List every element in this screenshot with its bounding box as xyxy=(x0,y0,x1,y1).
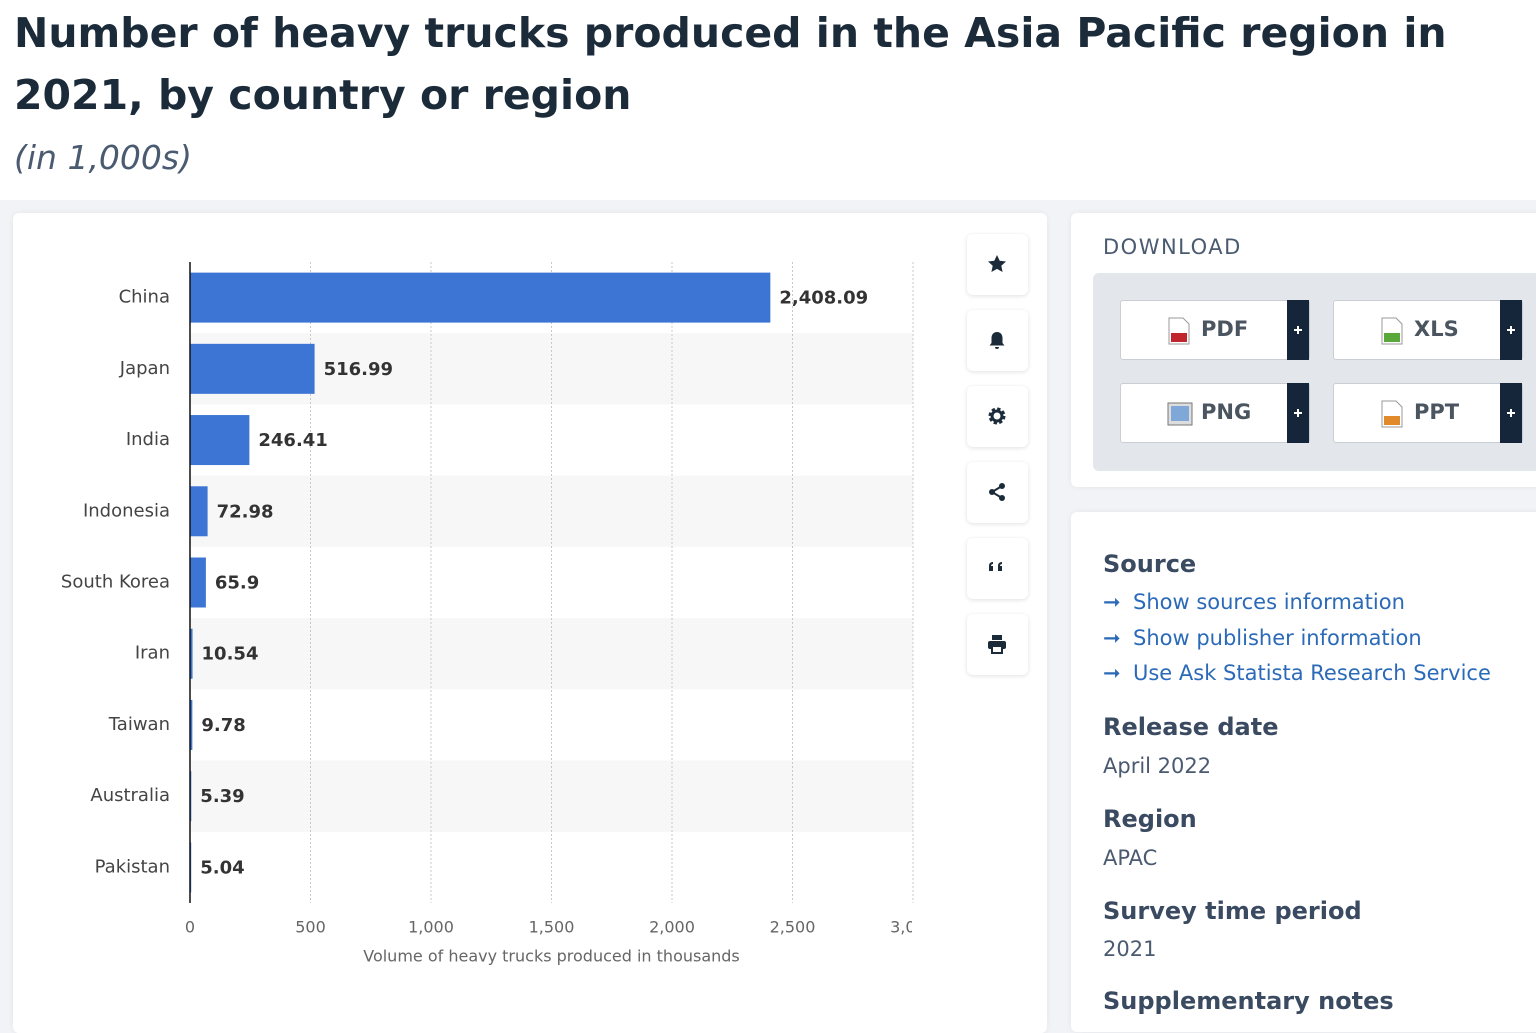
notes-heading: Supplementary notes xyxy=(1103,987,1394,1015)
y-tick-label: China xyxy=(119,287,170,308)
release-date: April 2022 xyxy=(1103,754,1212,778)
page-title: Number of heavy trucks produced in the A… xyxy=(14,9,1447,119)
x-tick-label: 0 xyxy=(185,918,195,937)
print-button[interactable] xyxy=(967,614,1028,675)
download-panel: DOWNLOAD PDF XLS PNG PPT xyxy=(1071,213,1536,487)
cite-button[interactable] xyxy=(967,538,1028,599)
value-label: 5.39 xyxy=(200,786,244,807)
button-label: PPT xyxy=(1414,400,1460,424)
value-label: 10.54 xyxy=(202,644,259,665)
plus-icon[interactable] xyxy=(1500,383,1522,443)
bar xyxy=(190,486,208,537)
download-button[interactable]: XLS xyxy=(1333,300,1523,360)
release-heading: Release date xyxy=(1103,713,1279,741)
x-tick-label: 2,500 xyxy=(770,918,816,937)
bar xyxy=(190,699,193,750)
y-tick-label: Taiwan xyxy=(108,714,170,735)
value-label: 2,408.09 xyxy=(779,288,868,309)
bar xyxy=(190,628,193,679)
button-label: XLS xyxy=(1414,317,1459,341)
png-icon xyxy=(1167,402,1193,426)
region-heading: Region xyxy=(1103,805,1197,833)
y-tick-label: Australia xyxy=(90,785,170,806)
pdf-icon xyxy=(1168,317,1190,345)
download-button[interactable]: PNG xyxy=(1120,383,1310,443)
ppt-icon xyxy=(1381,400,1403,428)
x-tick-label: 1,000 xyxy=(408,918,454,937)
plus-icon[interactable] xyxy=(1500,300,1522,360)
bar xyxy=(190,343,315,394)
x-tick-label: 1,500 xyxy=(529,918,575,937)
link-text[interactable]: Show publisher information xyxy=(1133,626,1422,650)
region: APAC xyxy=(1103,846,1158,870)
details-panel: Source ➞ Show sources information ➞ Show p… xyxy=(1071,512,1536,1032)
bar xyxy=(190,415,250,466)
share-button[interactable] xyxy=(967,462,1028,523)
y-tick-label: India xyxy=(126,429,170,450)
y-tick-label: Japan xyxy=(119,358,170,379)
value-label: 5.04 xyxy=(200,857,244,878)
y-tick-label: Pakistan xyxy=(95,856,170,877)
settings-button[interactable] xyxy=(967,386,1028,447)
y-tick-label: Indonesia xyxy=(83,500,170,521)
y-tick-label: Iran xyxy=(135,643,170,664)
bar xyxy=(190,272,771,323)
x-axis-title: Volume of heavy trucks produced in thous… xyxy=(363,947,740,966)
x-tick-label: 2,000 xyxy=(649,918,695,937)
download-button[interactable]: PDF xyxy=(1120,300,1310,360)
plus-icon[interactable] xyxy=(1287,300,1309,360)
clip-mask xyxy=(912,913,952,943)
subtitle: (in 1,000s) xyxy=(14,138,192,177)
source-heading: Source xyxy=(1103,550,1197,578)
row-band xyxy=(190,618,913,690)
button-label: PNG xyxy=(1201,400,1252,424)
value-label: 246.41 xyxy=(258,430,327,451)
plus-icon[interactable] xyxy=(1287,383,1309,443)
period: 2021 xyxy=(1103,937,1157,961)
link[interactable]: ➞ Use Ask Statista Research Service xyxy=(1103,661,1491,685)
download-title: DOWNLOAD xyxy=(1103,235,1242,259)
favorite-button[interactable] xyxy=(967,234,1028,295)
period-heading: Survey time period xyxy=(1103,897,1362,925)
link[interactable]: ➞ Show publisher information xyxy=(1103,626,1422,650)
alert-button[interactable] xyxy=(967,310,1028,371)
value-label: 516.99 xyxy=(324,359,393,380)
y-tick-label: South Korea xyxy=(61,572,170,593)
download-box: PDF XLS PNG PPT xyxy=(1093,273,1536,471)
link[interactable]: ➞ Show sources information xyxy=(1103,590,1405,614)
x-tick-label: 500 xyxy=(295,918,326,937)
bar xyxy=(190,557,206,608)
value-label: 9.78 xyxy=(201,715,245,736)
link-text[interactable]: Use Ask Statista Research Service xyxy=(1133,661,1491,685)
xls-icon xyxy=(1381,317,1403,345)
value-label: 65.9 xyxy=(215,573,259,594)
value-label: 72.98 xyxy=(217,501,274,522)
header: Number of heavy trucks produced in the A… xyxy=(0,0,1536,200)
link-text[interactable]: Show sources information xyxy=(1133,590,1405,614)
download-button[interactable]: PPT xyxy=(1333,383,1523,443)
button-label: PDF xyxy=(1201,317,1249,341)
